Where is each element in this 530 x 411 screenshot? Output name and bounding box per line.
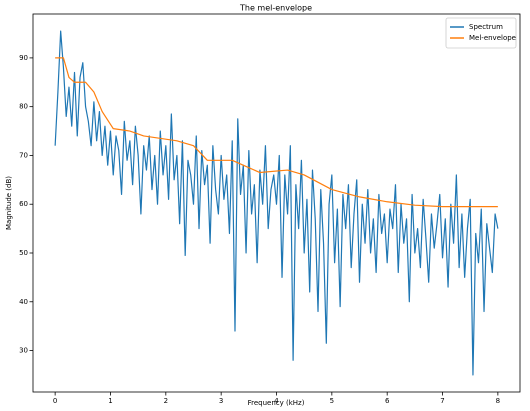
plot-frame bbox=[32, 13, 521, 393]
x-tick-label: 3 bbox=[219, 397, 223, 405]
y-tick-label: 80 bbox=[19, 103, 28, 111]
x-tick-label: 8 bbox=[496, 397, 500, 405]
y-tick-label: 50 bbox=[19, 249, 28, 257]
x-tick-label: 6 bbox=[385, 397, 390, 405]
y-tick-label: 90 bbox=[19, 54, 28, 62]
legend-box bbox=[445, 17, 517, 49]
y-axis-label: Magnitude (dB) bbox=[5, 176, 13, 230]
x-tick-label: 0 bbox=[53, 397, 57, 405]
y-tick-label: 30 bbox=[19, 347, 28, 355]
x-tick-label: 5 bbox=[330, 397, 334, 405]
x-axis-label: Frequency (kHz) bbox=[248, 399, 305, 407]
series-line bbox=[54, 30, 499, 376]
legend-label: Spectrum bbox=[469, 23, 503, 31]
series-line bbox=[55, 57, 498, 208]
y-tick-label: 60 bbox=[19, 200, 28, 208]
y-tick-label: 40 bbox=[19, 298, 28, 306]
chart-title: The mel-envelope bbox=[239, 4, 312, 13]
x-tick-label: 1 bbox=[108, 397, 112, 405]
x-tick-label: 7 bbox=[440, 397, 444, 405]
x-tick-label: 2 bbox=[164, 397, 168, 405]
y-tick-label: 70 bbox=[19, 151, 28, 159]
x-tick-label: 4 bbox=[274, 397, 279, 405]
legend-label: Mel-envelope bbox=[469, 34, 516, 42]
